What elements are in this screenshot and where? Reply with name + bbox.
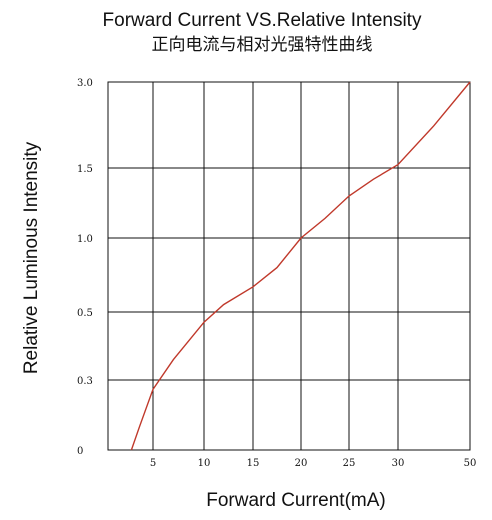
y-axis-label: Relative Luminous Intensity xyxy=(21,141,42,374)
x-tick-label: 50 xyxy=(464,458,477,469)
y-tick-label: 0.3 xyxy=(77,376,93,387)
x-axis-label: Forward Current(mA) xyxy=(206,490,385,511)
y-tick-label: 0.5 xyxy=(77,308,93,319)
x-tick-label: 10 xyxy=(198,458,211,469)
chart-subtitle: 正向电流与相对光强特性曲线 xyxy=(152,35,373,54)
y-axis-ticks: 0 0.3 0.5 1.0 1.5 3.0 xyxy=(77,78,93,457)
plot-frame xyxy=(107,81,471,451)
y-tick-label: 3.0 xyxy=(77,78,93,89)
x-tick-label: 25 xyxy=(343,458,356,469)
x-tick-label: 15 xyxy=(247,458,260,469)
y-tick-label: 1.0 xyxy=(77,234,93,245)
y-tick-label: 0 xyxy=(77,446,83,457)
series-line xyxy=(130,81,471,451)
x-axis-ticks: 5 10 15 20 25 30 50 xyxy=(150,458,477,469)
x-tick-label: 5 xyxy=(150,458,156,469)
chart-title: Forward Current VS.Relative Intensity xyxy=(103,10,422,31)
x-tick-label: 30 xyxy=(392,458,405,469)
y-tick-label: 1.5 xyxy=(77,164,93,175)
x-tick-label: 20 xyxy=(295,458,308,469)
grid xyxy=(108,82,470,450)
